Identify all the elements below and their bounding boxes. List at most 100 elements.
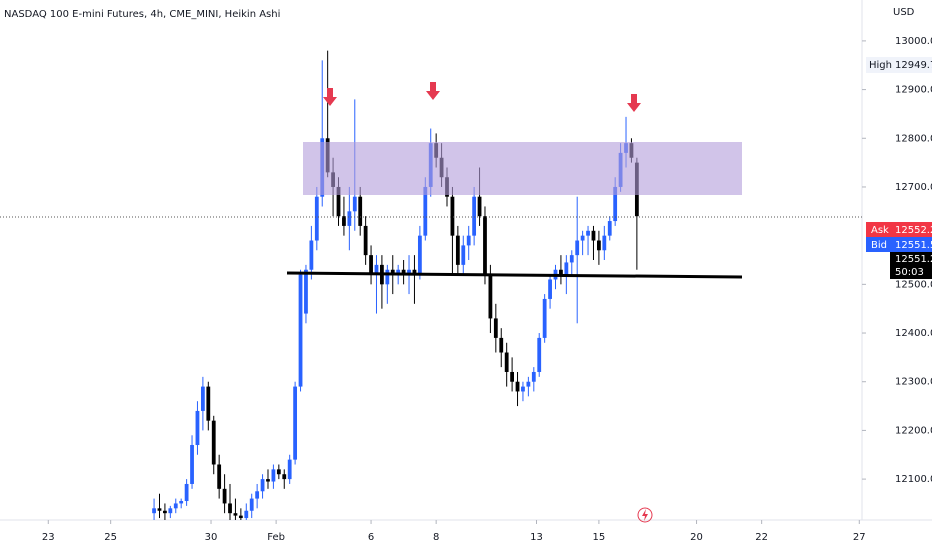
candle-body bbox=[526, 381, 531, 387]
candle-body bbox=[477, 196, 482, 217]
currency: USD bbox=[893, 7, 915, 18]
candle-body bbox=[352, 196, 357, 212]
candle-body bbox=[591, 230, 596, 241]
arrow-down bbox=[426, 82, 440, 100]
candle-body bbox=[455, 235, 460, 265]
candle-body bbox=[515, 381, 520, 392]
x-tick-label: 13 bbox=[530, 532, 543, 543]
candle-body bbox=[401, 269, 406, 275]
x-tick-label: Feb bbox=[267, 532, 285, 543]
candle-body bbox=[211, 420, 216, 465]
high-label: High bbox=[869, 60, 892, 71]
lightning-icon[interactable] bbox=[637, 507, 653, 523]
candle-body bbox=[304, 269, 308, 314]
arrows bbox=[323, 82, 641, 112]
bid-label: Bid bbox=[871, 240, 887, 251]
x-tick-label: 30 bbox=[205, 532, 218, 543]
candle-body bbox=[287, 459, 292, 480]
bid-tag bbox=[866, 237, 932, 252]
candle-body bbox=[412, 269, 417, 275]
y-tick-label: 12500.00 bbox=[895, 279, 932, 290]
candle-body bbox=[173, 503, 178, 509]
candle-body bbox=[450, 196, 455, 236]
candle-body bbox=[184, 483, 189, 502]
ask-tag bbox=[866, 222, 932, 237]
candle-body bbox=[493, 318, 498, 338]
candle-body bbox=[342, 216, 346, 226]
candle-body bbox=[472, 196, 477, 236]
x-tick-label: 22 bbox=[755, 532, 768, 543]
plot-area bbox=[152, 50, 639, 520]
y-tick-label: 12100.00 bbox=[895, 474, 932, 485]
candle-body bbox=[586, 230, 590, 236]
candle-body bbox=[190, 445, 194, 484]
candle-body bbox=[163, 510, 167, 514]
high-value: 12949.75 bbox=[895, 60, 932, 71]
candle-body bbox=[249, 498, 254, 511]
candle-body bbox=[602, 235, 607, 251]
candle-body bbox=[488, 274, 493, 319]
candle-body bbox=[228, 503, 232, 514]
candle-body bbox=[206, 386, 211, 421]
arrow-down bbox=[627, 94, 641, 112]
candle-body bbox=[293, 386, 298, 460]
x-tick-label: 23 bbox=[42, 532, 55, 543]
candle-body bbox=[314, 196, 319, 241]
candle-body bbox=[233, 513, 238, 516]
candle-body bbox=[613, 186, 618, 222]
y-tick-label: 12800.00 bbox=[895, 133, 932, 144]
candle-body bbox=[152, 508, 156, 514]
candle-body bbox=[548, 279, 552, 299]
candle-body bbox=[542, 298, 547, 338]
candle-body bbox=[580, 235, 585, 241]
bid-value: 12551.50 bbox=[895, 240, 932, 251]
candle-body bbox=[282, 474, 287, 480]
candle-body bbox=[407, 269, 411, 275]
x-tick-label: 25 bbox=[104, 532, 117, 543]
candle-body bbox=[195, 410, 200, 446]
candle-body bbox=[217, 464, 222, 489]
candle-body bbox=[499, 337, 504, 353]
high-tag bbox=[866, 57, 932, 73]
candle-body bbox=[244, 510, 249, 519]
candle-body bbox=[369, 255, 373, 275]
candle-body bbox=[200, 386, 205, 411]
candle-body bbox=[255, 491, 260, 499]
candle-body bbox=[461, 245, 466, 265]
candle-body bbox=[363, 225, 368, 256]
candle-body bbox=[575, 240, 580, 256]
candle-body bbox=[271, 469, 276, 482]
last-tag bbox=[890, 252, 932, 279]
candle-body bbox=[347, 211, 352, 226]
candle-body bbox=[521, 386, 525, 392]
candle-body bbox=[537, 337, 542, 372]
candle-body bbox=[168, 508, 173, 514]
candle-body bbox=[260, 479, 265, 492]
candle-body bbox=[564, 262, 569, 275]
candle-body bbox=[417, 235, 422, 275]
candle-body bbox=[396, 269, 401, 275]
countdown: 50:03 bbox=[895, 267, 924, 278]
candle-body bbox=[569, 255, 574, 263]
candle-body bbox=[309, 240, 314, 270]
candle-body bbox=[266, 479, 270, 482]
candle-body bbox=[483, 216, 487, 275]
y-tick-label: 12700.00 bbox=[895, 182, 932, 193]
candle-body bbox=[179, 501, 184, 504]
support-line bbox=[286, 271, 743, 279]
candle-body bbox=[390, 269, 395, 275]
candle-body bbox=[374, 264, 379, 275]
ask-value: 12552.25 bbox=[895, 225, 932, 236]
candle-body bbox=[276, 469, 281, 475]
candle-body bbox=[504, 352, 509, 372]
candle-body bbox=[531, 371, 536, 382]
candle-body bbox=[238, 515, 243, 519]
y-tick-label: 12900.00 bbox=[895, 85, 932, 96]
x-tick-label: 20 bbox=[690, 532, 703, 543]
x-tick-label: 6 bbox=[368, 532, 374, 543]
arrow-down bbox=[323, 88, 337, 106]
resistance-zone bbox=[303, 142, 742, 195]
y-tick-label: 12400.00 bbox=[895, 328, 932, 339]
x-tick-label: 8 bbox=[433, 532, 439, 543]
